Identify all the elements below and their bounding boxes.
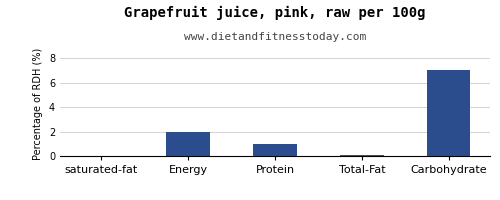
Text: www.dietandfitnesstoday.com: www.dietandfitnesstoday.com [184,32,366,42]
Bar [166,132,210,156]
Bar [254,144,296,156]
Y-axis label: Percentage of RDH (%): Percentage of RDH (%) [34,48,43,160]
Bar [340,155,384,156]
Bar [427,70,470,156]
Text: Grapefruit juice, pink, raw per 100g: Grapefruit juice, pink, raw per 100g [124,6,426,20]
